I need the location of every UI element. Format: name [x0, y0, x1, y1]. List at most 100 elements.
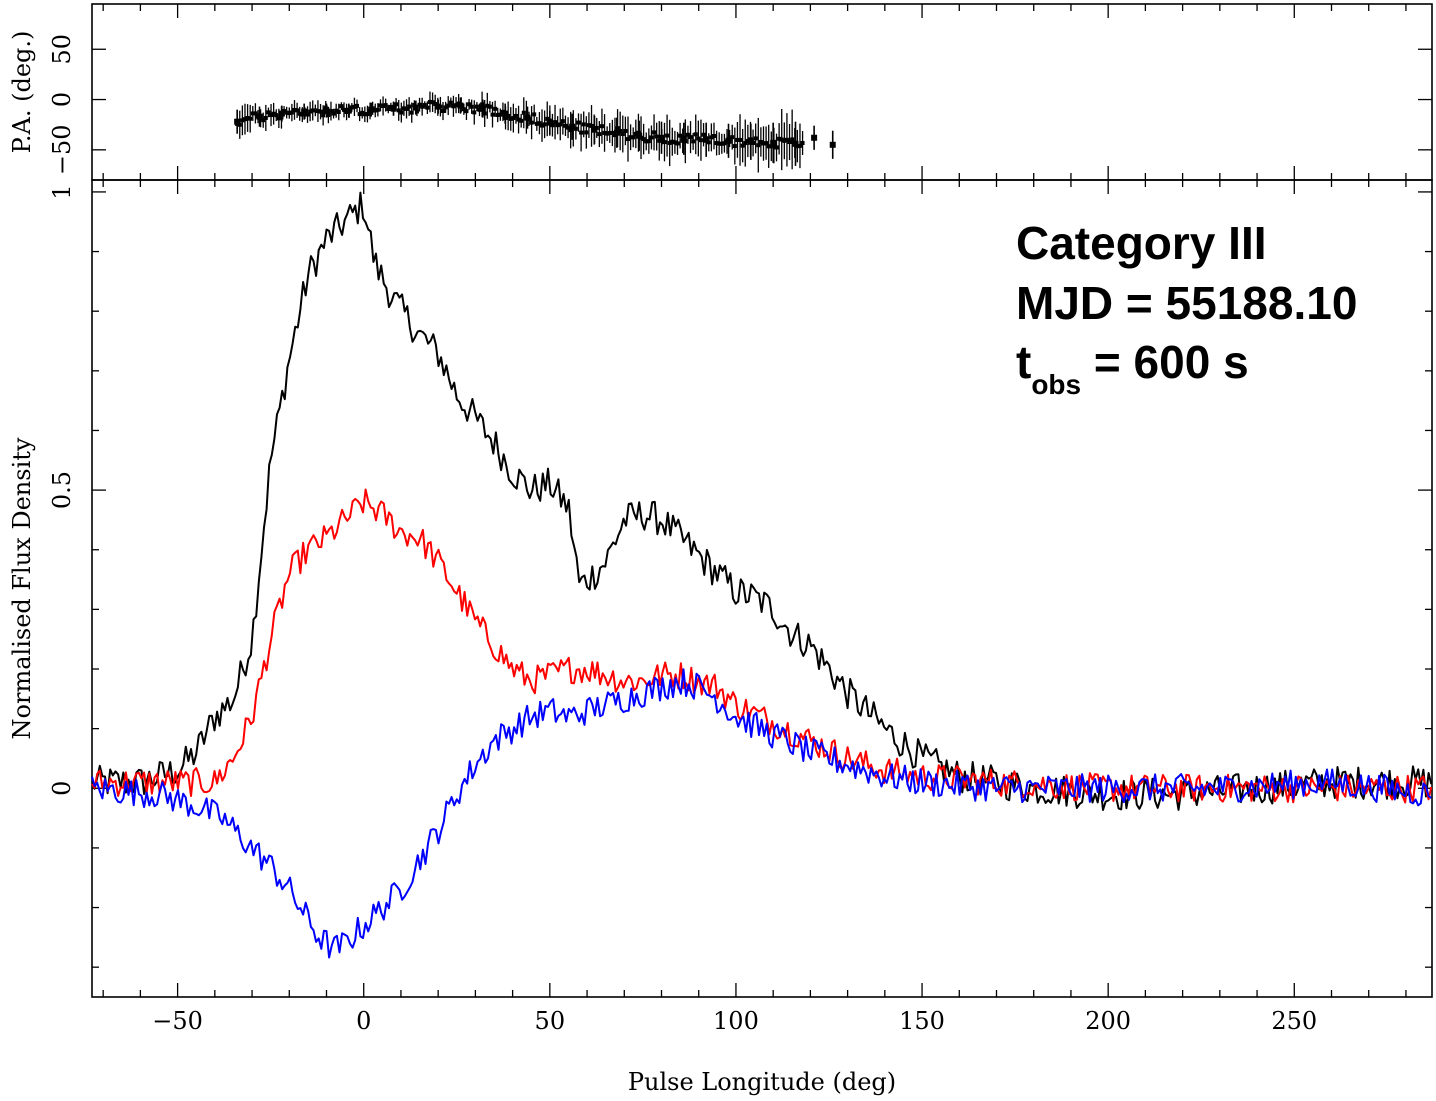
pa-point: [394, 102, 399, 107]
pa-point: [725, 137, 732, 144]
pa-point: [493, 106, 498, 111]
pa-point: [738, 137, 743, 142]
pa-point: [441, 109, 446, 114]
pa-point: [341, 107, 346, 112]
pa-point: [743, 141, 748, 146]
profile-y-axis-label: Normalised Flux Density: [8, 437, 36, 739]
pa-point: [589, 123, 594, 128]
pa-point: [261, 118, 266, 123]
pa-point: [545, 116, 550, 121]
pa-point: [245, 115, 250, 120]
pa-point: [657, 138, 662, 143]
pa-point: [321, 113, 326, 118]
pa-point: [636, 132, 643, 139]
pa-point: [563, 123, 568, 128]
pa-point: [305, 112, 310, 117]
pa-point: [417, 102, 422, 107]
pa-point: [626, 137, 630, 142]
pa-point: [289, 110, 294, 115]
pa-point: [761, 141, 766, 146]
pa-point: [658, 134, 665, 141]
pa-point: [597, 132, 602, 137]
pa-point: [667, 140, 672, 145]
pa-point: [485, 103, 490, 108]
pa-point: [573, 126, 578, 131]
pa-point: [792, 140, 799, 147]
profile-panel: −50 0 50 100 150 200 250 0 0.5 1 Normalised Flux …: [8, 179, 1433, 1096]
pa-point: [568, 128, 573, 133]
pa-point: [784, 137, 789, 142]
pa-point: [631, 135, 636, 140]
profile-ticks: −50 0 50 100 150 200 250 0 0.5 1: [48, 180, 1432, 1035]
pa-point: [555, 123, 560, 128]
pa-point: [469, 104, 474, 109]
pa-point: [315, 109, 320, 114]
pa-point: [345, 107, 352, 114]
pa-point: [516, 117, 521, 122]
pa-point: [308, 109, 313, 114]
pa-point: [654, 134, 659, 139]
pa-point: [474, 104, 479, 109]
pa-point: [774, 145, 779, 150]
pa-point: [599, 124, 604, 129]
pa-point: [454, 103, 459, 108]
pa-point: [623, 128, 628, 133]
pa-point: [482, 111, 487, 116]
pa-point: [313, 108, 318, 113]
pa-point: [764, 141, 769, 146]
profile-lines: [91, 191, 1433, 959]
pa-point: [613, 129, 620, 136]
pa-point: [581, 122, 586, 127]
profile-x-tick-label: 100: [713, 1007, 759, 1035]
profile-series-linear-polarisation: [91, 488, 1433, 804]
pa-point: [448, 100, 453, 105]
profile-x-tick-label: −50: [152, 1007, 203, 1035]
pa-point: [519, 118, 524, 123]
pa-point: [269, 113, 274, 118]
pa-point: [730, 135, 735, 140]
pa-point: [477, 107, 482, 112]
profile-series-circular-polarisation: [91, 668, 1432, 959]
pa-point: [672, 140, 677, 145]
pa-point: [758, 139, 763, 144]
pa-point: [610, 130, 615, 135]
pa-point: [662, 140, 667, 145]
pa-point: [328, 109, 333, 114]
annotation-category: Category III: [1016, 217, 1267, 269]
pa-point: [295, 108, 300, 113]
pa-point: [490, 112, 495, 117]
pa-point: [537, 121, 542, 126]
pa-point: [586, 123, 591, 128]
pa-point: [756, 143, 761, 148]
profile-panel-frame: [91, 179, 1433, 998]
pa-point: [508, 116, 513, 121]
pa-point: [584, 130, 589, 135]
pa-point: [670, 139, 675, 144]
pa-point: [701, 132, 706, 137]
pa-point: [797, 143, 802, 148]
pa-ticks: −50 0 50: [48, 4, 1432, 180]
pa-point: [378, 103, 383, 108]
pa-point: [326, 112, 331, 117]
pa-point: [787, 140, 792, 145]
pa-point: [349, 105, 354, 110]
pa-point: [352, 104, 357, 109]
pa-point: [479, 105, 486, 112]
pa-point: [534, 121, 539, 126]
pa-point: [256, 113, 263, 120]
pa-point: [498, 112, 503, 117]
pa-point: [652, 130, 657, 135]
profile-y-tick-label: 1: [48, 184, 76, 199]
pa-point: [717, 141, 722, 146]
pa-point: [237, 122, 242, 127]
pa-point: [276, 116, 281, 121]
pa-point: [747, 138, 754, 145]
pa-point: [678, 133, 683, 138]
pa-point: [334, 108, 339, 113]
pa-point: [607, 130, 612, 135]
pa-point: [287, 111, 292, 116]
pa-point: [451, 104, 456, 109]
pa-point: [240, 118, 245, 123]
pa-point: [628, 135, 633, 140]
annotation-block: Category III MJD = 55188.10 tobs = 600 s: [1016, 217, 1357, 400]
